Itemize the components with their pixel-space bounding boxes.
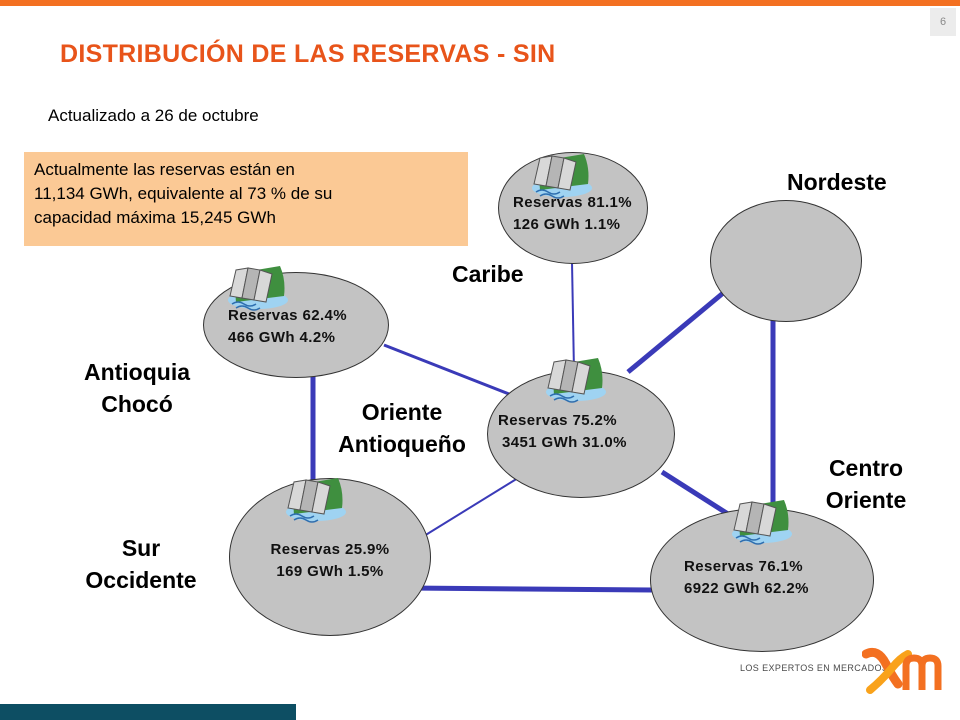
region-label-line: Occidente <box>85 567 197 593</box>
reserve-percent: Reservas 75.2% <box>498 412 618 429</box>
link-antioquia-oriente <box>383 343 515 398</box>
reserve-percent: Reservas 62.4% <box>228 307 348 324</box>
link-nordeste-oriente <box>626 282 736 374</box>
reserve-percent: Reservas 81.1% <box>513 194 633 211</box>
summary-line: capacidad máxima 15,245 GWh <box>34 208 276 227</box>
link-sur-oriente <box>423 477 519 537</box>
region-label-line: Centro <box>828 455 904 481</box>
node-nordeste <box>710 200 862 322</box>
reserve-percent: Reservas 76.1% <box>684 558 804 575</box>
reserve-energy: 6922 GWh 62.2% <box>684 580 809 597</box>
update-date: Actualizado a 26 de octubre <box>48 106 259 125</box>
dam-icon <box>732 500 792 545</box>
dam-icon <box>546 358 606 403</box>
logo-tagline: LOS EXPERTOS EN MERCADOS <box>740 663 889 673</box>
top-accent-bar <box>0 0 960 6</box>
dam-icon <box>228 266 288 311</box>
region-label-line: Oriente <box>825 487 907 513</box>
node-antioquia-text: Reservas 62.4% 466 GWh 4.2% <box>228 305 347 349</box>
region-label-antioquia-choco: Antioquia Chocó <box>60 356 214 420</box>
node-centro-text: Reservas 76.1% 6922 GWh 62.2% <box>684 556 809 600</box>
reserve-energy: 466 GWh 4.2% <box>228 329 336 346</box>
region-label-oriente-antioqueno: Oriente Antioqueño <box>312 396 492 460</box>
link-sur-centro <box>407 585 653 593</box>
region-label-nordeste: Nordeste <box>787 169 887 195</box>
page-number: 6 <box>930 8 956 36</box>
reserve-energy: 3451 GWh 31.0% <box>502 434 627 451</box>
summary-line: Actualmente las reservas están en <box>34 160 295 179</box>
node-caribe-text: Reservas 81.1% 126 GWh 1.1% <box>513 192 632 236</box>
region-label-line: Chocó <box>101 391 173 417</box>
footer-bar <box>0 704 296 720</box>
dam-icon <box>532 154 592 199</box>
reserves-summary-box: Actualmente las reservas están en 11,134… <box>24 152 468 246</box>
region-label-caribe: Caribe <box>452 261 524 287</box>
node-oriente-antioqueno <box>487 370 675 498</box>
xm-logo <box>862 647 942 694</box>
region-label-sur-occidente: Sur Occidente <box>58 532 224 596</box>
region-label-line: Antioquia <box>83 359 191 385</box>
dam-icon <box>286 478 346 523</box>
node-sur-text: Reservas 25.9% 169 GWh 1.5% <box>242 539 418 583</box>
region-label-centro-oriente: Centro Oriente <box>798 452 934 516</box>
reserve-energy: 169 GWh 1.5% <box>276 563 384 580</box>
summary-line: 11,134 GWh, equivalente al 73 % de su <box>34 184 333 203</box>
link-oriente-centro <box>660 469 730 517</box>
region-label-line: Sur <box>121 535 161 561</box>
page-title: DISTRIBUCIÓN DE LAS RESERVAS - SIN <box>60 40 556 68</box>
region-label-line: Oriente <box>361 399 443 425</box>
link-caribe-oriente <box>571 261 575 373</box>
node-oriente-text: Reservas 75.2% 3451 GWh 31.0% <box>498 410 627 454</box>
reserve-percent: Reservas 25.9% <box>270 541 390 558</box>
region-label-line: Antioqueño <box>338 431 466 457</box>
reserve-energy: 126 GWh 1.1% <box>513 216 621 233</box>
